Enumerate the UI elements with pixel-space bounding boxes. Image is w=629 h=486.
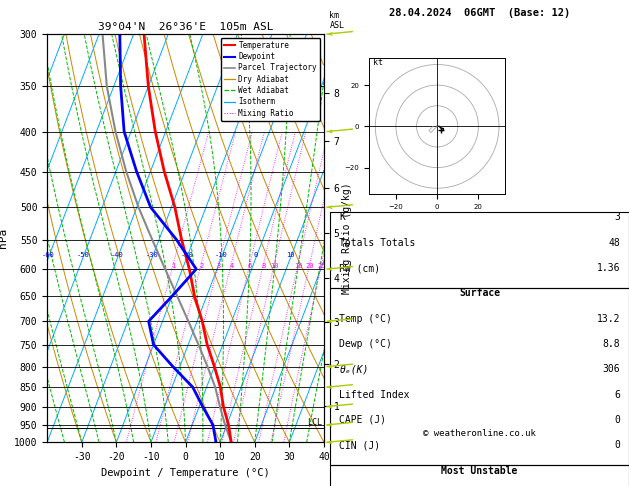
- Bar: [330, 465, 629, 486]
- Text: PW (cm): PW (cm): [339, 263, 381, 273]
- Text: 6: 6: [248, 263, 252, 269]
- Text: 3: 3: [614, 212, 620, 223]
- Text: -50: -50: [77, 252, 89, 258]
- Text: 306: 306: [603, 364, 620, 374]
- Text: -10: -10: [215, 252, 228, 258]
- Text: © weatheronline.co.uk: © weatheronline.co.uk: [423, 429, 536, 438]
- Text: Surface: Surface: [459, 288, 500, 298]
- Text: -20: -20: [181, 252, 193, 258]
- Text: 8.8: 8.8: [603, 339, 620, 349]
- Text: CIN (J): CIN (J): [339, 440, 381, 450]
- Y-axis label: Mixing Ratio (g/kg): Mixing Ratio (g/kg): [342, 182, 352, 294]
- Text: 4: 4: [229, 263, 233, 269]
- Text: 0: 0: [614, 415, 620, 425]
- Text: 1: 1: [171, 263, 175, 269]
- Title: 39°04'N  26°36'E  105m ASL: 39°04'N 26°36'E 105m ASL: [97, 22, 274, 32]
- Text: -60: -60: [42, 252, 55, 258]
- Text: 20: 20: [306, 263, 314, 269]
- Text: 3: 3: [216, 263, 221, 269]
- Text: 2: 2: [199, 263, 203, 269]
- Text: 16: 16: [294, 263, 303, 269]
- Legend: Temperature, Dewpoint, Parcel Trajectory, Dry Adiabat, Wet Adiabat, Isotherm, Mi: Temperature, Dewpoint, Parcel Trajectory…: [221, 38, 320, 121]
- Text: -40: -40: [111, 252, 124, 258]
- Text: 1.36: 1.36: [596, 263, 620, 273]
- Text: θₑ(K): θₑ(K): [339, 364, 369, 374]
- Text: 6: 6: [614, 390, 620, 399]
- Text: 8: 8: [262, 263, 265, 269]
- Text: 13.2: 13.2: [596, 313, 620, 324]
- Text: 25: 25: [318, 263, 326, 269]
- Text: kt: kt: [373, 57, 383, 67]
- Text: CAPE (J): CAPE (J): [339, 415, 386, 425]
- Text: Dewp (°C): Dewp (°C): [339, 339, 392, 349]
- Bar: [330, 211, 629, 288]
- Text: Temp (°C): Temp (°C): [339, 313, 392, 324]
- Bar: [330, 288, 629, 465]
- Text: 0: 0: [614, 440, 620, 450]
- Text: 10: 10: [270, 263, 279, 269]
- Text: -30: -30: [146, 252, 159, 258]
- X-axis label: Dewpoint / Temperature (°C): Dewpoint / Temperature (°C): [101, 468, 270, 478]
- Text: Lifted Index: Lifted Index: [339, 390, 409, 399]
- Text: 0: 0: [254, 252, 258, 258]
- Text: LCL: LCL: [307, 418, 322, 427]
- Text: Most Unstable: Most Unstable: [442, 466, 518, 475]
- Text: 48: 48: [608, 238, 620, 248]
- Text: km
ASL: km ASL: [330, 11, 345, 30]
- Y-axis label: hPa: hPa: [0, 228, 8, 248]
- Text: 28.04.2024  06GMT  (Base: 12): 28.04.2024 06GMT (Base: 12): [389, 8, 571, 17]
- Text: K: K: [339, 212, 345, 223]
- Text: 10: 10: [286, 252, 295, 258]
- Text: Totals Totals: Totals Totals: [339, 238, 416, 248]
